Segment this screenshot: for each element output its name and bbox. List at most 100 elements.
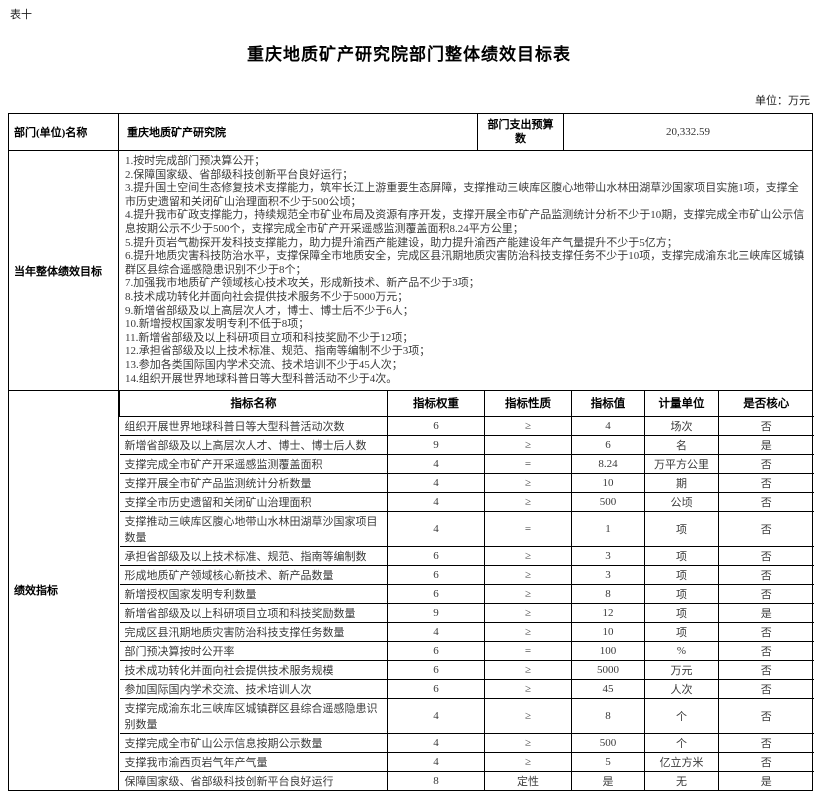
indicator-name-cell: 完成区县汛期地质灾害防治科技支撑任务数量	[119, 621, 388, 642]
indicator-value-cell: 是	[571, 770, 645, 790]
indicator-weight-cell: 6	[387, 545, 485, 566]
goal-line: 13.参加各类国际国内学术交流、技术培训不少于45人次；	[125, 358, 403, 371]
indicator-name-cell: 新增授权国家发明专利数量	[119, 583, 388, 604]
indicator-name-cell: 支撑推动三峡库区腹心地带山水林田湖草沙国家项目数量	[119, 510, 388, 547]
goal-line: 5.提升页岩气勘探开发科技支撑能力，助力提升渝西产能建设，助力提升渝西产能建设年…	[125, 236, 678, 249]
indicator-nature-cell: ≥	[484, 602, 572, 623]
dept-name-cell: 重庆地质矿产研究院	[118, 113, 478, 151]
budget-label-cell: 部门支出预算数	[477, 113, 564, 151]
indicator-core-cell: 否	[718, 510, 814, 547]
indicator-name-cell: 技术成功转化并面向社会提供技术服务规模	[119, 659, 388, 680]
indicator-unit-cell: %	[644, 640, 719, 661]
indicator-name-cell: 形成地质矿产领域核心新技术、新产品数量	[119, 564, 388, 585]
indicator-value-cell: 3	[571, 564, 645, 585]
table-row: 支撑全市历史遗留和关闭矿山治理面积 4 ≥ 500 公顷 否	[119, 491, 814, 512]
indicator-unit-cell: 项	[644, 564, 719, 585]
goal-line: 11.新增省部级及以上科研项目立项和科技奖励不少于12项；	[125, 331, 414, 344]
indicator-nature-cell: =	[484, 510, 572, 547]
indicator-nature-cell: ≥	[484, 472, 572, 493]
indicator-core-cell: 是	[718, 770, 814, 790]
indicator-core-cell: 是	[718, 602, 814, 623]
indicator-weight-cell: 9	[387, 602, 485, 623]
indicator-core-cell: 否	[718, 697, 814, 734]
indicator-unit-cell: 项	[644, 545, 719, 566]
indicator-weight-cell: 6	[387, 659, 485, 680]
indicator-unit-cell: 名	[644, 434, 719, 455]
indicators-table: 指标名称 指标权重 指标性质 指标值 计量单位 是否核心	[119, 391, 814, 790]
indicator-unit-cell: 项	[644, 621, 719, 642]
column-header: 指标名称	[119, 391, 388, 417]
table-row: 承担省部级及以上技术标准、规范、指南等编制数 6 ≥ 3 项 否	[119, 545, 814, 566]
goals-lines: 1.按时完成部门预决算公开； 2.保障国家级、省部级科技创新平台良好运行； 3.…	[125, 155, 806, 386]
indicator-value-cell: 5	[571, 751, 645, 772]
indicator-weight-cell: 8	[387, 770, 485, 790]
indicator-value-cell: 4	[571, 415, 645, 436]
indicator-unit-cell: 场次	[644, 415, 719, 436]
table-number: 表十	[10, 9, 32, 21]
indicator-value-cell: 45	[571, 678, 645, 699]
indicator-weight-cell: 6	[387, 564, 485, 585]
indicators-body: 组织开展世界地球科普日等大型科普活动次数 6 ≥ 4 场次 否 新增省部级及以上…	[119, 415, 814, 790]
indicator-core-cell: 否	[718, 678, 814, 699]
indicator-core-cell: 否	[718, 472, 814, 493]
indicator-core-cell: 否	[718, 564, 814, 585]
indicator-nature-cell: =	[484, 640, 572, 661]
table-row: 技术成功转化并面向社会提供技术服务规模 6 ≥ 5000 万元 否	[119, 659, 814, 680]
indicator-weight-cell: 4	[387, 732, 485, 753]
indicator-nature-cell: ≥	[484, 491, 572, 512]
indicator-name-cell: 部门预决算按时公开率	[119, 640, 388, 661]
unit-note: 单位：万元	[755, 95, 810, 107]
indicator-core-cell: 否	[718, 415, 814, 436]
indicator-unit-cell: 个	[644, 732, 719, 753]
indicator-name-cell: 组织开展世界地球科普日等大型科普活动次数	[119, 415, 388, 436]
indicator-weight-cell: 4	[387, 621, 485, 642]
indicator-value-cell: 5000	[571, 659, 645, 680]
indicator-value-cell: 500	[571, 491, 645, 512]
budget-value-cell: 20,332.59	[563, 113, 813, 151]
table-row: 保障国家级、省部级科技创新平台良好运行 8 定性 是 无 是	[119, 770, 814, 790]
table-row: 支撑完成渝东北三峡库区城镇群区县综合遥感隐患识别数量 4 ≥ 8 个 否	[119, 697, 814, 734]
table-row: 支撑我市渝西页岩气年产气量 4 ≥ 5 亿立方米 否	[119, 751, 814, 772]
goals-label-cell: 当年整体绩效目标	[8, 149, 119, 392]
indicator-name-cell: 支撑完成全市矿产开采遥感监测覆盖面积	[119, 453, 388, 474]
goal-line: 2.保障国家级、省部级科技创新平台良好运行；	[125, 168, 354, 181]
table-row: 支撑完成全市矿山公示信息按期公示数量 4 ≥ 500 个 否	[119, 732, 814, 753]
indicator-unit-cell: 项	[644, 583, 719, 604]
indicator-core-cell: 否	[718, 659, 814, 680]
indicator-unit-cell: 亿立方米	[644, 751, 719, 772]
indicator-unit-cell: 公顷	[644, 491, 719, 512]
indicator-value-cell: 10	[571, 472, 645, 493]
indicator-unit-cell: 无	[644, 770, 719, 790]
goal-line: 6.提升地质灾害科技防治水平，支撑保障全市地质安全，完成区县汛期地质灾害防治科技…	[125, 250, 805, 276]
table-row: 支撑完成全市矿产开采遥感监测覆盖面积 4 = 8.24 万平方公里 否	[119, 453, 814, 474]
indicator-nature-cell: ≥	[484, 434, 572, 455]
indicator-nature-cell: =	[484, 453, 572, 474]
table-row: 新增省部级及以上科研项目立项和科技奖励数量 9 ≥ 12 项 是	[119, 602, 814, 623]
indicator-nature-cell: ≥	[484, 564, 572, 585]
indicator-core-cell: 否	[718, 545, 814, 566]
indicator-name-cell: 承担省部级及以上技术标准、规范、指南等编制数	[119, 545, 388, 566]
indicator-weight-cell: 6	[387, 678, 485, 699]
indicator-name-cell: 支撑完成渝东北三峡库区城镇群区县综合遥感隐患识别数量	[119, 697, 388, 734]
goal-line: 8.技术成功转化并面向社会提供技术服务不少于5000万元；	[125, 290, 409, 303]
indicator-nature-cell: ≥	[484, 583, 572, 604]
indicator-weight-cell: 6	[387, 415, 485, 436]
indicator-value-cell: 12	[571, 602, 645, 623]
indicator-nature-cell: ≥	[484, 659, 572, 680]
indicator-name-cell: 参加国际国内学术交流、技术培训人次	[119, 678, 388, 699]
goal-line: 14.组织开展世界地球科普日等大型科普活动不少于4次。	[125, 372, 398, 385]
table-row: 形成地质矿产领域核心新技术、新产品数量 6 ≥ 3 项 否	[119, 564, 814, 585]
indicator-core-cell: 是	[718, 434, 814, 455]
indicators-table-cell: 指标名称 指标权重 指标性质 指标值 计量单位 是否核心	[118, 390, 814, 791]
indicator-weight-cell: 6	[387, 640, 485, 661]
indicator-nature-cell: 定性	[484, 770, 572, 790]
indicator-core-cell: 否	[718, 583, 814, 604]
goal-line: 7.加强我市地质矿产领域核心技术攻关，形成新技术、新产品不少于3项；	[125, 277, 480, 290]
indicator-core-cell: 否	[718, 621, 814, 642]
indicator-unit-cell: 人次	[644, 678, 719, 699]
indicator-unit-cell: 个	[644, 697, 719, 734]
table-row: 新增省部级及以上高层次人才、博士、博士后人数 9 ≥ 6 名 是	[119, 434, 814, 455]
indicator-name-cell: 支撑完成全市矿山公示信息按期公示数量	[119, 732, 388, 753]
table-row: 部门预决算按时公开率 6 = 100 % 否	[119, 640, 814, 661]
table-row: 完成区县汛期地质灾害防治科技支撑任务数量 4 ≥ 10 项 否	[119, 621, 814, 642]
